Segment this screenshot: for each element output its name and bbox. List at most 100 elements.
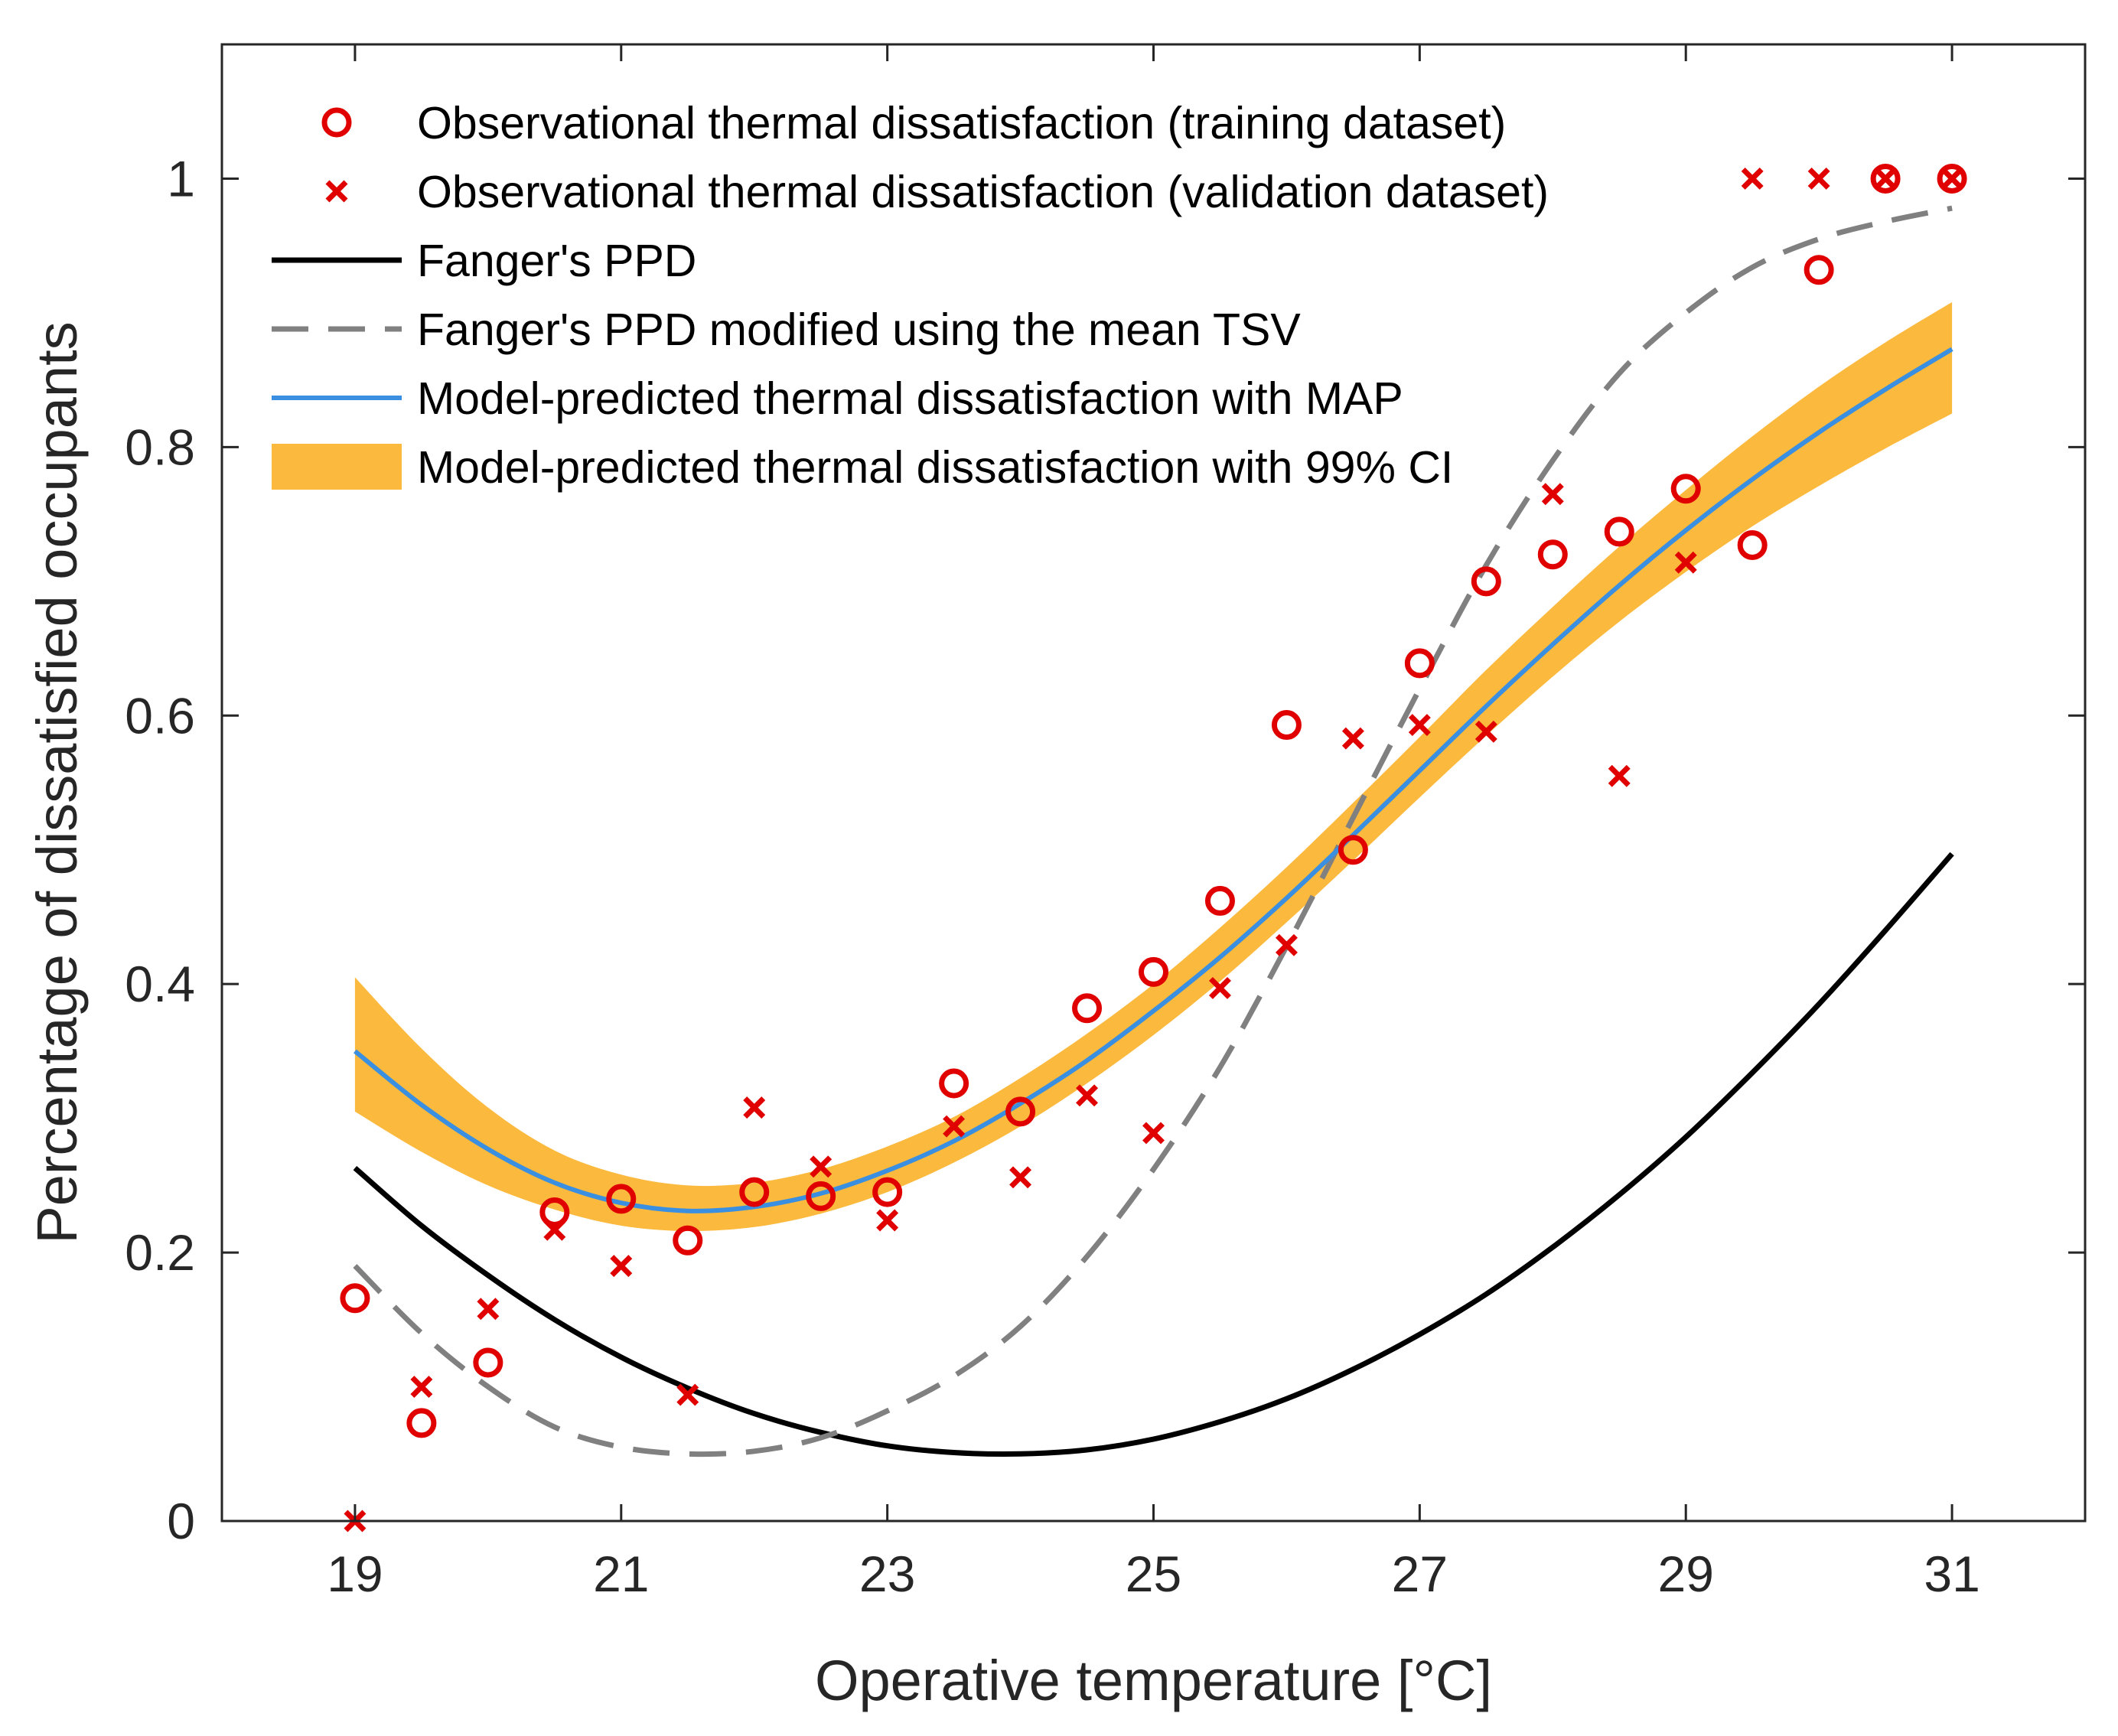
validation-point (610, 1255, 633, 1278)
cross-stroke (610, 1255, 633, 1278)
validation-point (1474, 720, 1497, 743)
validation-point (410, 1376, 433, 1399)
x-axis-title: Operative temperature [°C] (815, 1649, 1492, 1712)
series-lines-layer (353, 205, 1954, 1458)
cross-stroke (1541, 483, 1564, 506)
legend-item: Fanger's PPD (272, 236, 696, 286)
y-tick-label: 0 (167, 1493, 195, 1549)
training-point (340, 1283, 370, 1314)
cross-stroke (1940, 167, 1963, 190)
legend-item: Observational thermal dissatisfaction (v… (325, 167, 1549, 217)
x-tick-label: 31 (1924, 1545, 1980, 1602)
ci-band-layer (354, 301, 1953, 1232)
cross-stroke (1009, 1166, 1032, 1189)
legend-label: Observational thermal dissatisfaction (v… (417, 167, 1549, 217)
training-point (406, 1408, 437, 1438)
training-point (673, 1225, 703, 1256)
x-tick-label: 25 (1126, 1545, 1181, 1602)
training-point (1005, 1096, 1036, 1127)
cross-stroke (1807, 167, 1830, 190)
validation-point (1076, 1084, 1099, 1107)
validation-point (1608, 764, 1631, 787)
x-tick-label: 21 (593, 1545, 649, 1602)
cross-stroke (743, 1096, 766, 1119)
training-point (1404, 648, 1435, 679)
legend-item: Fanger's PPD modified using the mean TSV (272, 305, 1301, 355)
y-tick-label: 0.4 (125, 956, 195, 1012)
training-point (539, 1197, 570, 1227)
training-point (1471, 566, 1501, 597)
y-tick-label: 0.8 (125, 419, 195, 475)
validation-point (1741, 167, 1764, 190)
legend-label: Fanger's PPD (417, 236, 696, 286)
training-point (1937, 163, 1967, 194)
training-point (806, 1181, 836, 1211)
validation-point (1874, 167, 1897, 190)
training-point (606, 1184, 637, 1214)
validation-point (1408, 714, 1431, 737)
validation-point (543, 1218, 566, 1241)
y-tick-labels: 0 0.2 0.4 0.6 0.8 1 (125, 150, 195, 1549)
cross-stroke (410, 1376, 433, 1399)
cross-stroke (1741, 167, 1764, 190)
training-point (872, 1177, 903, 1207)
map-line (354, 347, 1953, 1213)
training-point (739, 1177, 770, 1207)
legend-label: Model-predicted thermal dissatisfaction … (417, 373, 1403, 424)
validation-point (943, 1115, 966, 1138)
y-axis-title: Percentage of dissatisfied occupants (25, 321, 89, 1243)
cross-stroke (1341, 727, 1364, 750)
cross-stroke (1608, 764, 1631, 787)
axis-ticks-layer (222, 44, 2085, 1523)
cross-stroke (1208, 976, 1231, 999)
training-point (1204, 885, 1235, 916)
ci-band (354, 301, 1953, 1232)
legend-label: Observational thermal dissatisfaction (t… (417, 98, 1506, 148)
validation-point (876, 1209, 899, 1232)
training-point (939, 1068, 969, 1099)
training-point (1870, 163, 1901, 194)
cross-stroke (876, 1209, 899, 1232)
validation-point (743, 1096, 766, 1119)
legend-marker-circle (321, 107, 352, 138)
cross-stroke (676, 1383, 699, 1406)
cross-stroke (1275, 933, 1298, 956)
cross-stroke (810, 1155, 833, 1178)
cross-stroke (1076, 1084, 1099, 1107)
cross-stroke (1408, 714, 1431, 737)
y-tick-label: 1 (167, 150, 195, 207)
legend-item: Model-predicted thermal dissatisfaction … (272, 373, 1403, 424)
legend-item: Model-predicted thermal dissatisfaction … (272, 442, 1453, 493)
x-tick-label: 23 (859, 1545, 915, 1602)
training-point (1804, 255, 1834, 285)
validation-point (1341, 727, 1364, 750)
ppd-line (353, 852, 1954, 1458)
validation-point (477, 1298, 500, 1321)
validation-point (1208, 976, 1231, 999)
training-point (1670, 474, 1701, 504)
legend-label: Model-predicted thermal dissatisfaction … (417, 442, 1453, 493)
y-tick-label: 0.2 (125, 1224, 195, 1281)
legend-label: Fanger's PPD modified using the mean TSV (417, 305, 1301, 355)
x-tick-label: 27 (1392, 1545, 1448, 1602)
validation-point (1009, 1166, 1032, 1189)
x-tick-label: 29 (1658, 1545, 1714, 1602)
training-point (1537, 539, 1568, 570)
cross-stroke (325, 180, 348, 203)
training-point (1604, 516, 1634, 547)
data-points-layer (340, 163, 1967, 1532)
validation-point (1940, 167, 1963, 190)
legend-swatch-band (272, 444, 402, 490)
ppd-modified-line (353, 205, 1953, 1458)
validation-point (676, 1383, 699, 1406)
validation-point (1541, 483, 1564, 506)
legend: Observational thermal dissatisfaction (t… (272, 98, 1549, 493)
cross-stroke (1142, 1122, 1165, 1145)
cross-stroke (543, 1218, 566, 1241)
validation-point (1142, 1122, 1165, 1145)
training-point (1737, 529, 1768, 560)
x-tick-label: 19 (327, 1545, 383, 1602)
cross-stroke (1474, 720, 1497, 743)
training-point (473, 1347, 503, 1378)
